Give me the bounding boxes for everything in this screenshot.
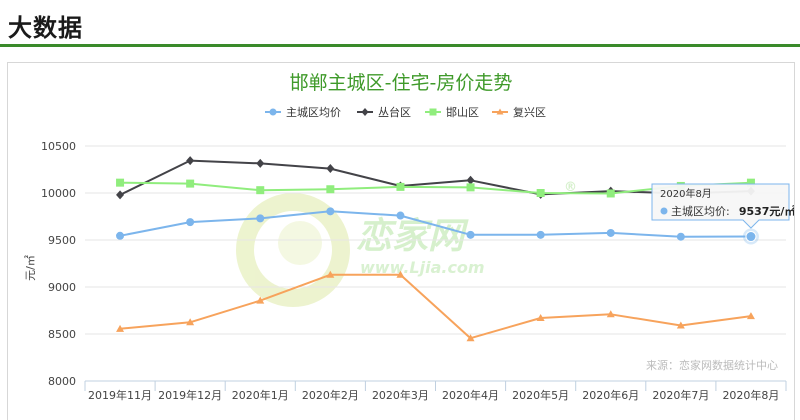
data-point bbox=[256, 214, 265, 223]
legend-item[interactable]: 复兴区 bbox=[492, 105, 546, 119]
series-line bbox=[119, 210, 751, 238]
data-point bbox=[116, 324, 125, 332]
x-tick-label: 2020年2月 bbox=[302, 388, 359, 402]
data-point bbox=[676, 232, 685, 241]
data-point bbox=[466, 230, 475, 239]
data-point bbox=[186, 156, 195, 166]
data-point bbox=[676, 321, 685, 329]
data-point bbox=[186, 218, 195, 227]
y-tick-label: 9500 bbox=[48, 234, 76, 247]
x-tick-label: 2019年12月 bbox=[158, 388, 222, 402]
tooltip-series-label: 主城区均价: bbox=[671, 205, 730, 218]
series-3 bbox=[116, 270, 755, 342]
watermark-brand: 恋家网 bbox=[356, 216, 469, 257]
y-tick-label: 10500 bbox=[41, 140, 76, 153]
legend-item[interactable]: 邯山区 bbox=[425, 105, 479, 119]
data-point bbox=[186, 179, 195, 188]
tooltip-date: 2020年8月 bbox=[660, 187, 712, 200]
data-point bbox=[326, 270, 335, 278]
data-point bbox=[606, 189, 615, 198]
series-line bbox=[119, 273, 752, 340]
section-title: 大数据 bbox=[8, 14, 83, 42]
data-point bbox=[116, 178, 125, 187]
data-point bbox=[256, 158, 265, 168]
data-point bbox=[326, 207, 335, 216]
data-point bbox=[116, 190, 125, 200]
tooltip-series-dot bbox=[660, 207, 668, 215]
y-tick-label: 8500 bbox=[48, 328, 76, 341]
legend-label: 复兴区 bbox=[513, 105, 546, 119]
chart-series bbox=[116, 156, 759, 342]
data-point bbox=[326, 164, 335, 174]
data-point bbox=[396, 211, 405, 220]
chart-panel: 恋家网 ® www.Ljia.com 邯郸主城区-住宅-房价走势 主城区均价 丛台… bbox=[7, 62, 795, 420]
watermark-logo-icon bbox=[236, 193, 350, 307]
data-point bbox=[536, 230, 545, 239]
x-tick-label: 2019年11月 bbox=[88, 388, 152, 402]
legend-item[interactable]: 主城区均价 bbox=[265, 106, 341, 119]
y-tick-label: 9000 bbox=[48, 281, 76, 294]
section-divider bbox=[0, 44, 800, 47]
y-tick-label: 8000 bbox=[48, 375, 76, 388]
data-point bbox=[746, 312, 755, 320]
tooltip-line: 主城区均价: 9537元/㎡ bbox=[671, 200, 794, 219]
data-point bbox=[396, 270, 405, 278]
chart-title: 邯郸主城区-住宅-房价走势 bbox=[290, 72, 513, 94]
series-line bbox=[119, 159, 751, 196]
watermark-registered: ® bbox=[564, 180, 577, 195]
data-point bbox=[466, 183, 475, 192]
data-point bbox=[186, 318, 195, 326]
data-point bbox=[536, 189, 545, 197]
x-tick-label: 2020年6月 bbox=[582, 388, 639, 402]
tooltip-box bbox=[651, 183, 790, 229]
section-header: 大数据 bbox=[0, 0, 800, 48]
data-point bbox=[466, 334, 475, 342]
series-2 bbox=[116, 178, 755, 198]
data-point bbox=[116, 231, 125, 240]
x-tick-label: 2020年5月 bbox=[512, 388, 569, 402]
data-point bbox=[536, 314, 545, 322]
data-point bbox=[606, 228, 615, 237]
x-tick-label: 2020年3月 bbox=[372, 388, 429, 402]
price-trend-chart: 恋家网 ® www.Ljia.com 邯郸主城区-住宅-房价走势 主城区均价 丛台… bbox=[24, 72, 794, 402]
hover-point bbox=[745, 231, 757, 243]
legend-item[interactable]: 丛台区 bbox=[357, 105, 411, 119]
data-point bbox=[396, 182, 405, 191]
tooltip-value: 9537元/㎡ bbox=[739, 204, 794, 218]
chart-tooltip: 2020年8月 主城区均价: 9537元/㎡ bbox=[651, 183, 794, 229]
legend-marker bbox=[429, 108, 437, 116]
data-source: 来源：恋家网数据统计中心 bbox=[646, 358, 778, 372]
series-line bbox=[119, 181, 751, 195]
data-point bbox=[466, 175, 475, 185]
y-axis-label: 元/㎡ bbox=[24, 255, 37, 281]
watermark-url: www.Ljia.com bbox=[360, 258, 485, 277]
data-point bbox=[606, 310, 615, 318]
legend-marker bbox=[269, 108, 277, 116]
x-tick-label: 2020年4月 bbox=[442, 388, 499, 402]
data-point bbox=[746, 178, 755, 187]
legend-label: 邯山区 bbox=[446, 105, 479, 119]
y-tick-label: 10000 bbox=[41, 187, 76, 200]
x-tick-label: 2020年7月 bbox=[652, 388, 709, 402]
data-point bbox=[256, 296, 265, 304]
x-axis: 2019年11月 2019年12月 2020年1月 2020年2月 2020年3月 202… bbox=[84, 380, 787, 402]
y-axis: 8000 8500 9000 9500 10000 10500 bbox=[41, 140, 76, 388]
legend-label: 丛台区 bbox=[378, 105, 411, 119]
legend-marker bbox=[496, 108, 504, 115]
data-point bbox=[256, 186, 265, 195]
x-tick-label: 2020年8月 bbox=[722, 388, 779, 402]
chart-legend: 主城区均价 丛台区 邯山区 复兴区 bbox=[265, 105, 546, 119]
legend-label: 主城区均价 bbox=[286, 106, 341, 119]
series-0 bbox=[116, 207, 755, 241]
data-point bbox=[326, 185, 335, 194]
watermark-logo-inner bbox=[278, 221, 322, 265]
legend-marker bbox=[361, 108, 369, 116]
watermark: 恋家网 ® www.Ljia.com bbox=[236, 180, 577, 307]
x-tick-label: 2020年1月 bbox=[232, 388, 289, 402]
